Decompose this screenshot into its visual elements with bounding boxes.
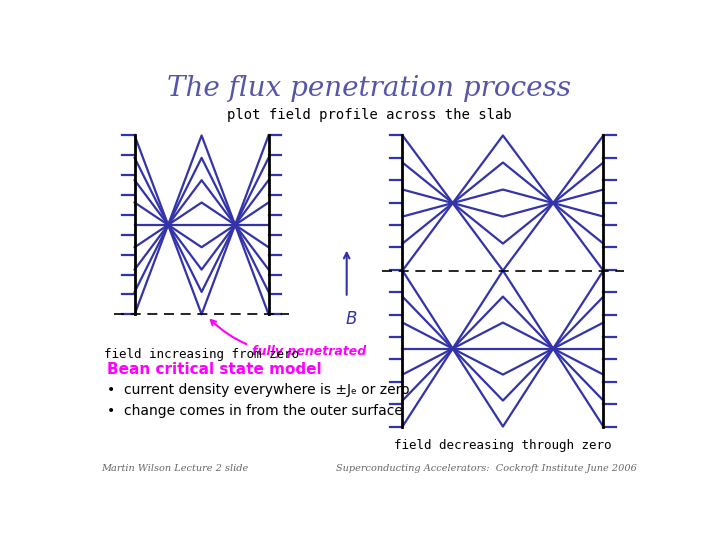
Text: •  current density everywhere is ±Jₑ or zero: • current density everywhere is ±Jₑ or z… xyxy=(107,383,410,397)
Text: Bean critical state model: Bean critical state model xyxy=(107,362,321,377)
Text: •  change comes in from the outer surface: • change comes in from the outer surface xyxy=(107,404,402,417)
Text: B: B xyxy=(346,310,357,328)
Text: plot field profile across the slab: plot field profile across the slab xyxy=(227,109,511,123)
Text: fully penetrated: fully penetrated xyxy=(211,320,366,359)
Text: field increasing from zero: field increasing from zero xyxy=(104,348,299,361)
Text: The flux penetration process: The flux penetration process xyxy=(167,75,571,102)
Text: Martin Wilson Lecture 2 slide: Martin Wilson Lecture 2 slide xyxy=(101,464,248,473)
Text: field decreasing through zero: field decreasing through zero xyxy=(394,439,612,452)
Text: Superconducting Accelerators:  Cockroft Institute June 2006: Superconducting Accelerators: Cockroft I… xyxy=(336,464,637,473)
